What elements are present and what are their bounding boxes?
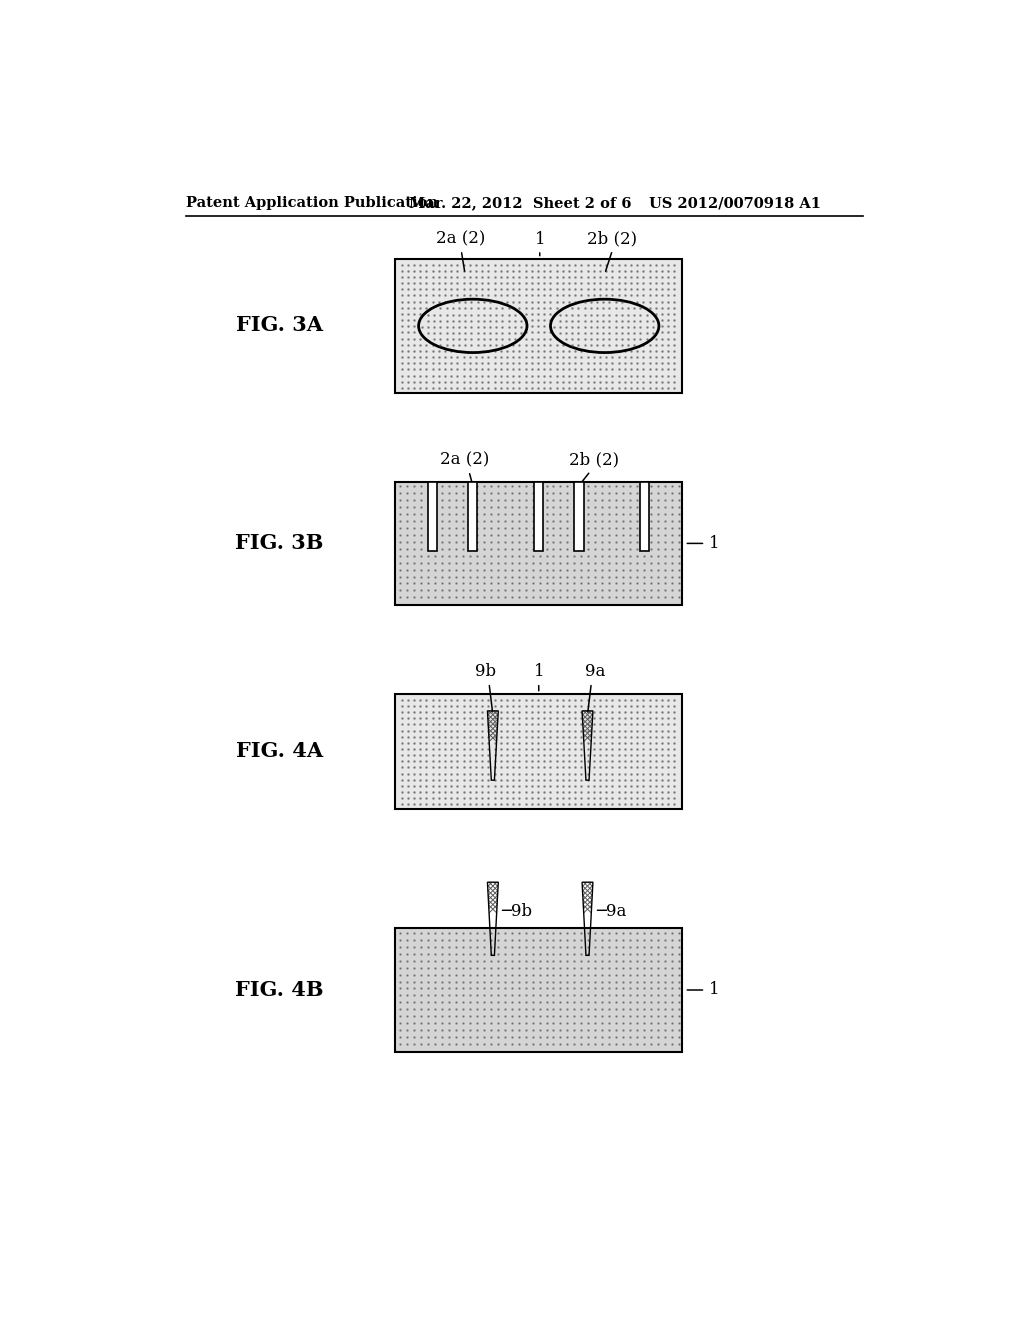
Text: 1: 1 (710, 535, 720, 552)
Text: 9a: 9a (585, 664, 605, 681)
Bar (395, 482, 682, 605)
Bar (468, 482, 477, 552)
Text: 1: 1 (535, 231, 545, 248)
Text: 1: 1 (710, 982, 720, 998)
Text: 9b: 9b (474, 664, 496, 681)
Ellipse shape (551, 300, 658, 352)
Text: FIG. 3A: FIG. 3A (236, 315, 323, 335)
Text: 1: 1 (534, 664, 544, 681)
Text: ─9a: ─9a (596, 903, 627, 920)
Text: 2b (2): 2b (2) (588, 231, 638, 248)
Text: 2a (2): 2a (2) (436, 231, 485, 248)
Text: FIG. 4B: FIG. 4B (234, 979, 324, 1001)
Text: 2a (2): 2a (2) (440, 451, 489, 469)
Text: Mar. 22, 2012  Sheet 2 of 6: Mar. 22, 2012 Sheet 2 of 6 (410, 197, 632, 210)
Bar (574, 482, 584, 552)
Bar (640, 482, 649, 552)
Text: 2b (2): 2b (2) (569, 451, 620, 469)
Bar (395, 259, 682, 393)
Ellipse shape (419, 300, 527, 352)
Bar (535, 482, 544, 552)
Bar (395, 928, 682, 1052)
Text: Patent Application Publication: Patent Application Publication (186, 197, 438, 210)
Bar (428, 482, 437, 552)
Text: FIG. 3B: FIG. 3B (234, 533, 324, 553)
Bar (395, 693, 682, 809)
Text: US 2012/0070918 A1: US 2012/0070918 A1 (649, 197, 821, 210)
Text: FIG. 4A: FIG. 4A (236, 742, 323, 762)
Text: ─9b: ─9b (502, 903, 532, 920)
